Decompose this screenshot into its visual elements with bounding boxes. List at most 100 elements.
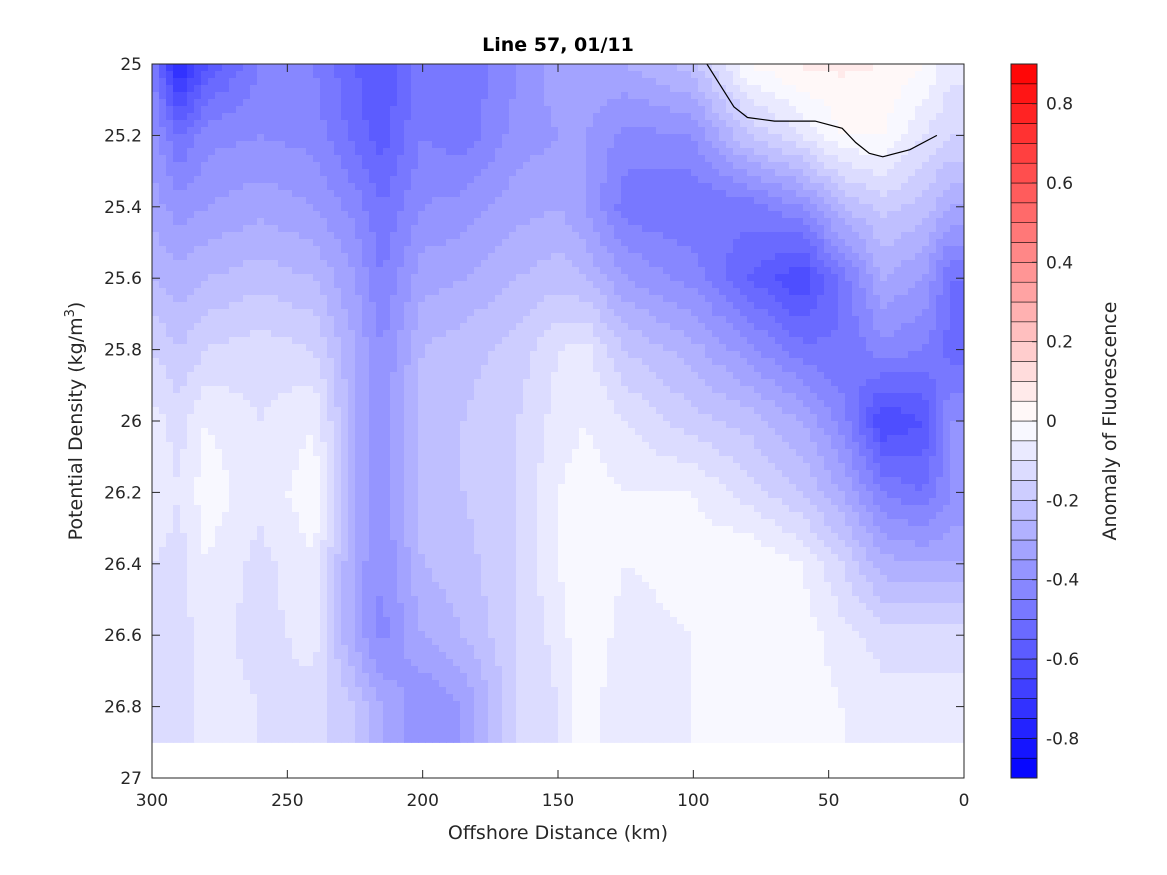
field-cell <box>747 302 755 310</box>
field-cell <box>957 246 964 254</box>
field-cell <box>922 78 930 86</box>
field-cell <box>362 337 370 345</box>
field-cell <box>607 330 615 338</box>
field-cell <box>593 337 601 345</box>
field-cell <box>187 190 195 198</box>
field-cell <box>355 197 363 205</box>
field-cell <box>173 302 181 310</box>
field-cell <box>278 344 286 352</box>
field-cell <box>236 71 244 79</box>
field-cell <box>439 295 447 303</box>
field-cell <box>439 225 447 233</box>
field-cell <box>523 239 531 247</box>
field-cell <box>817 274 825 282</box>
field-cell <box>460 120 468 128</box>
field-cell <box>929 99 937 107</box>
field-cell <box>642 211 650 219</box>
field-cell <box>796 253 804 261</box>
field-cell <box>852 246 860 254</box>
field-cell <box>824 351 832 359</box>
field-cell <box>404 106 412 114</box>
field-cell <box>600 148 608 156</box>
field-cell <box>530 337 538 345</box>
field-cell <box>621 197 629 205</box>
field-cell <box>866 344 874 352</box>
field-cell <box>796 351 804 359</box>
field-cell <box>572 183 580 191</box>
field-cell <box>271 337 279 345</box>
field-cell <box>831 253 839 261</box>
field-cell <box>285 225 293 233</box>
field-cell <box>306 106 314 114</box>
field-cell <box>901 337 909 345</box>
field-cell <box>691 92 699 100</box>
field-cell <box>453 225 461 233</box>
field-cell <box>726 246 734 254</box>
field-cell <box>306 92 314 100</box>
field-cell <box>523 267 531 275</box>
field-cell <box>600 197 608 205</box>
field-cell <box>894 127 902 135</box>
field-cell <box>929 232 937 240</box>
field-cell <box>348 253 356 261</box>
field-cell <box>355 183 363 191</box>
field-cell <box>551 232 559 240</box>
field-cell <box>733 197 741 205</box>
field-cell <box>236 78 244 86</box>
field-cell <box>649 120 657 128</box>
field-cell <box>726 197 734 205</box>
field-cell <box>467 169 475 177</box>
field-cell <box>733 288 741 296</box>
field-cell <box>362 218 370 226</box>
field-cell <box>929 92 937 100</box>
field-cell <box>334 197 342 205</box>
field-cell <box>334 204 342 212</box>
field-cell <box>943 64 951 72</box>
field-cell <box>285 127 293 135</box>
field-cell <box>173 253 181 261</box>
field-cell <box>712 120 720 128</box>
field-cell <box>810 162 818 170</box>
field-cell <box>229 253 237 261</box>
field-cell <box>355 232 363 240</box>
field-cell <box>502 162 510 170</box>
field-cell <box>936 85 944 93</box>
field-cell <box>369 309 377 317</box>
field-cell <box>768 141 776 149</box>
field-cell <box>334 106 342 114</box>
field-cell <box>761 225 769 233</box>
field-cell <box>782 211 790 219</box>
field-cell <box>285 281 293 289</box>
field-cell <box>292 274 300 282</box>
field-cell <box>775 288 783 296</box>
field-cell <box>747 225 755 233</box>
field-cell <box>698 260 706 268</box>
field-cell <box>698 190 706 198</box>
field-cell <box>194 176 202 184</box>
field-cell <box>523 134 531 142</box>
field-cell <box>334 309 342 317</box>
field-cell <box>572 155 580 163</box>
field-cell <box>383 106 391 114</box>
field-cell <box>285 71 293 79</box>
field-cell <box>684 64 692 72</box>
field-cell <box>313 281 321 289</box>
field-cell <box>397 113 405 121</box>
field-cell <box>215 155 223 163</box>
field-cell <box>439 323 447 331</box>
field-cell <box>397 71 405 79</box>
field-cell <box>187 253 195 261</box>
field-cell <box>159 134 167 142</box>
field-cell <box>607 162 615 170</box>
field-cell <box>943 120 951 128</box>
field-cell <box>600 169 608 177</box>
field-cell <box>579 169 587 177</box>
field-cell <box>369 92 377 100</box>
field-cell <box>572 351 580 359</box>
field-cell <box>397 260 405 268</box>
field-cell <box>600 337 608 345</box>
field-cell <box>901 288 909 296</box>
field-cell <box>936 295 944 303</box>
field-cell <box>922 288 930 296</box>
field-cell <box>803 218 811 226</box>
